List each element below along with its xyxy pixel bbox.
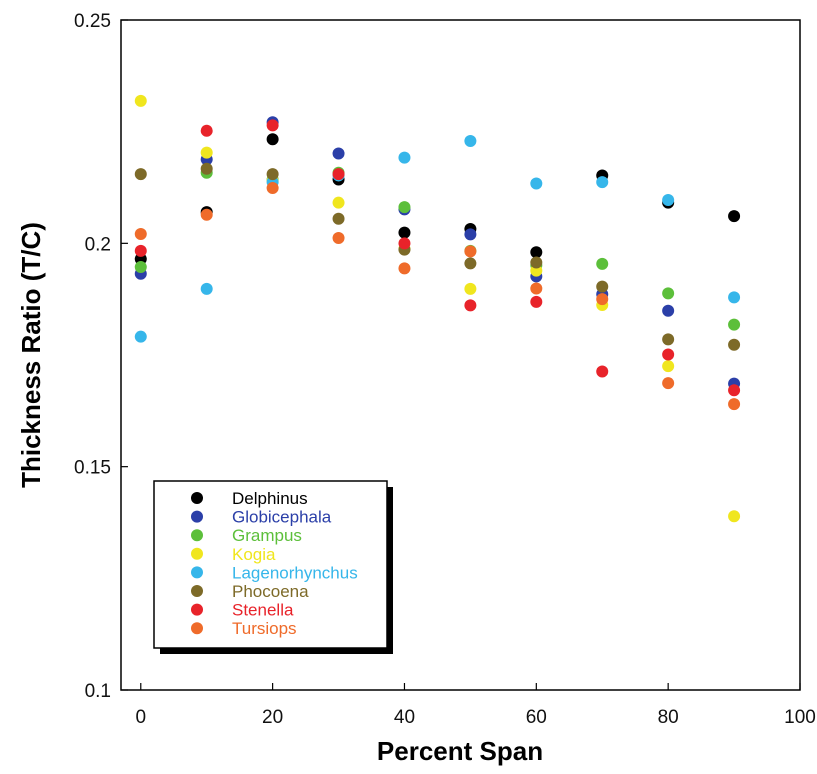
legend: DelphinusGlobicephalaGrampusKogiaLagenor… (153, 480, 393, 654)
legend-label: Lagenorhynchus (232, 563, 358, 582)
data-point (332, 147, 345, 160)
data-point (332, 196, 345, 209)
data-point (134, 168, 147, 181)
legend-label: Phocoena (232, 582, 309, 601)
x-tick-label: 80 (658, 707, 679, 728)
data-point (398, 226, 411, 239)
x-tick-label: 20 (262, 707, 283, 728)
data-point (332, 168, 345, 181)
data-point (662, 333, 675, 346)
data-point (530, 256, 543, 269)
data-point (398, 262, 411, 275)
data-point (464, 299, 477, 312)
data-point (266, 133, 279, 146)
data-point (530, 295, 543, 308)
x-axis: 0 20 40 60 80 100 (135, 683, 816, 728)
legend-marker (191, 547, 203, 560)
x-tick-label: 40 (394, 707, 415, 728)
data-point (596, 293, 609, 306)
legend-marker (191, 585, 203, 597)
data-point (464, 228, 477, 241)
data-point (662, 348, 675, 361)
data-point (728, 338, 741, 351)
data-point (464, 257, 477, 270)
x-tick-label: 100 (784, 707, 816, 728)
legend-label: Delphinus (232, 489, 308, 508)
data-point (596, 280, 609, 293)
data-point (728, 210, 741, 223)
data-point (530, 246, 543, 259)
data-point (728, 384, 741, 397)
data-point (332, 212, 345, 225)
data-point (662, 377, 675, 390)
data-point (266, 168, 279, 181)
data-point (464, 245, 477, 258)
data-point (332, 231, 345, 244)
legend-marker (191, 566, 203, 579)
legend-marker (191, 622, 203, 635)
data-point (728, 291, 741, 304)
data-point (398, 201, 411, 214)
data-point (728, 398, 741, 411)
data-point (596, 176, 609, 189)
data-point (530, 282, 543, 295)
y-axis: 0.1 0.15 0.2 0.25 (74, 11, 128, 702)
data-point (662, 360, 675, 373)
data-point (134, 244, 147, 257)
legend-marker (191, 603, 203, 616)
y-tick-label: 0.1 (85, 681, 111, 702)
legend-marker (191, 510, 203, 523)
legend-label: Stenella (232, 601, 294, 620)
legend-box (153, 480, 388, 649)
data-point (134, 330, 147, 343)
data-point (728, 318, 741, 331)
data-point (200, 124, 213, 137)
legend-label: Kogia (232, 545, 276, 564)
data-point (266, 181, 279, 194)
y-tick-label: 0.2 (85, 234, 111, 255)
data-point (134, 94, 147, 107)
legend-label: Tursiops (232, 619, 297, 638)
data-point (398, 151, 411, 164)
y-tick-label: 0.15 (74, 458, 111, 479)
y-tick-label: 0.25 (74, 11, 111, 32)
x-tick-label: 0 (135, 707, 146, 728)
data-point (398, 237, 411, 250)
data-point (530, 177, 543, 190)
data-point (464, 282, 477, 295)
data-point (200, 282, 213, 295)
legend-label: Globicephala (232, 508, 332, 527)
data-points (134, 94, 741, 523)
data-point (134, 227, 147, 240)
legend-marker (191, 492, 203, 504)
data-point (662, 287, 675, 300)
legend-marker (191, 529, 203, 542)
data-point (596, 257, 609, 270)
plot-frame (120, 19, 801, 691)
data-point (662, 194, 675, 207)
data-point (464, 135, 477, 148)
x-axis-title: Percent Span (377, 736, 543, 766)
x-tick-label: 60 (526, 707, 547, 728)
data-point (200, 162, 213, 175)
legend-label: Grampus (232, 526, 302, 545)
data-point (134, 261, 147, 274)
data-point (728, 510, 741, 523)
data-point (266, 119, 279, 132)
data-point (200, 146, 213, 159)
data-point (596, 365, 609, 378)
data-point (662, 304, 675, 317)
data-point (200, 208, 213, 221)
y-axis-title: Thickness Ratio (T/C) (16, 222, 46, 488)
